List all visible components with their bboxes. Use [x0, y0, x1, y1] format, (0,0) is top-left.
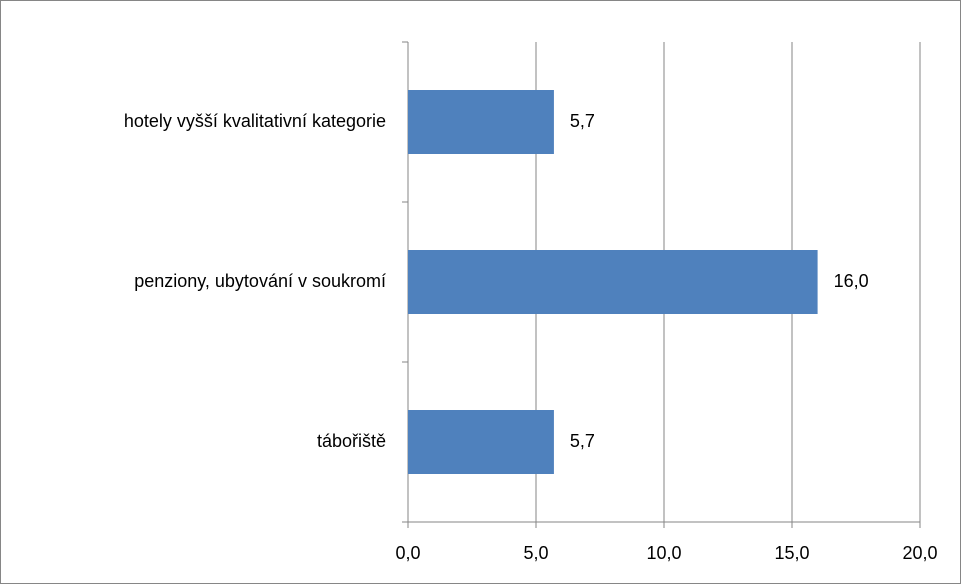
- x-tick-label: 0,0: [395, 543, 420, 563]
- bar: [408, 90, 554, 154]
- x-tick-label: 15,0: [774, 543, 809, 563]
- data-label: 5,7: [570, 431, 595, 451]
- data-label: 16,0: [834, 271, 869, 291]
- data-label: 5,7: [570, 111, 595, 131]
- bar: [408, 250, 818, 314]
- x-tick-label: 5,0: [523, 543, 548, 563]
- x-tick-label: 10,0: [646, 543, 681, 563]
- x-tick-label: 20,0: [902, 543, 937, 563]
- y-tick-label: hotely vyšší kvalitativní kategorie: [124, 111, 386, 131]
- y-tick-label: penziony, ubytování v soukromí: [134, 271, 386, 291]
- y-tick-label: tábořiště: [317, 431, 386, 451]
- bar: [408, 410, 554, 474]
